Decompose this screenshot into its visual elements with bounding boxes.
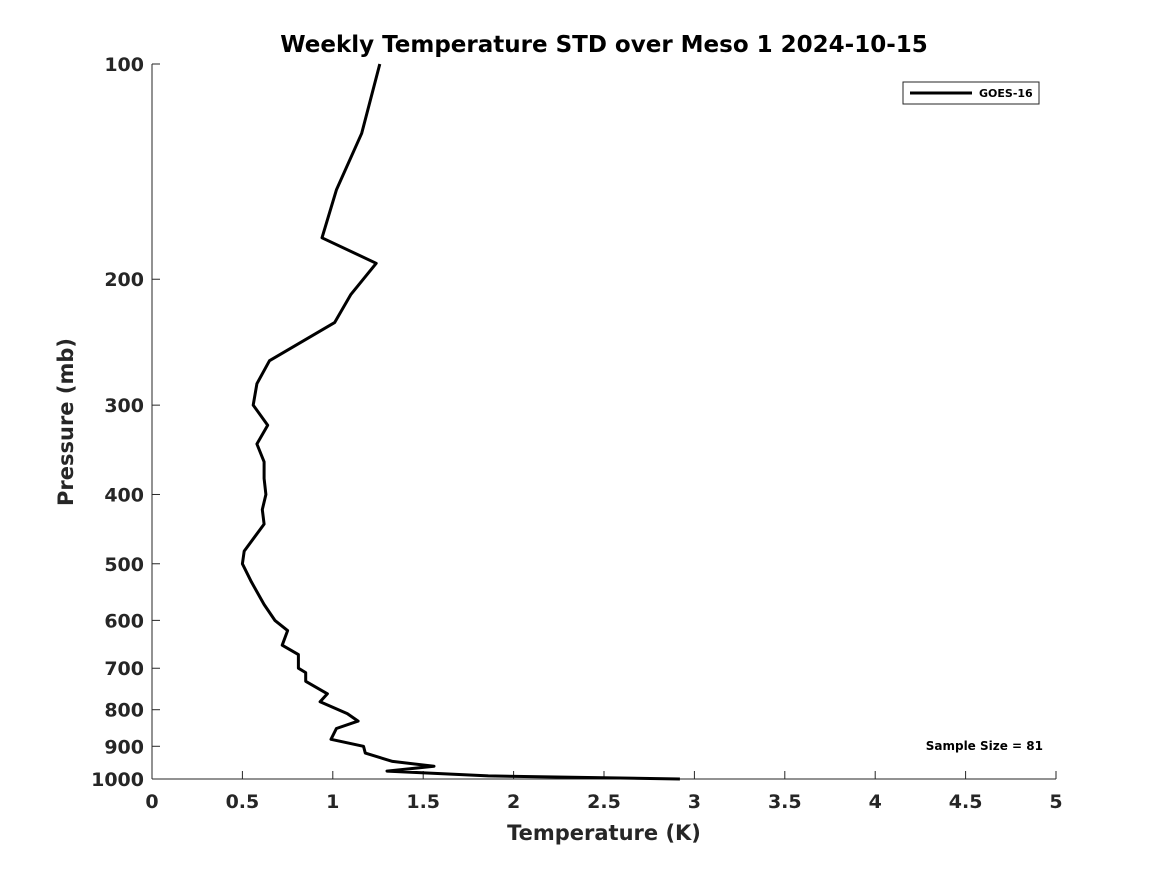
x-tick-label-0: 0 — [145, 791, 158, 813]
y-tick-label-6: 700 — [104, 658, 144, 680]
y-tick-label-3: 400 — [104, 484, 144, 506]
y-tick-label-0: 100 — [104, 54, 144, 76]
x-tick-label-1: 0.5 — [226, 791, 260, 813]
x-tick-label-5: 2.5 — [587, 791, 621, 813]
legend: GOES-16 — [902, 81, 1040, 105]
x-tick-label-3: 1.5 — [406, 791, 440, 813]
y-tick-label-8: 900 — [104, 736, 144, 758]
series-line-goes-16 — [240, 63, 680, 781]
y-axis-ticks: 100 200 300 400 500 600 700 800 900 1000 — [91, 54, 160, 791]
y-tick-label-9: 1000 — [91, 769, 144, 791]
y-tick-label-2: 300 — [104, 395, 144, 417]
x-tick-label-4: 2 — [507, 791, 520, 813]
sample-size-annotation: Sample Size = 81 — [926, 739, 1043, 753]
x-tick-label-8: 4 — [869, 791, 882, 813]
x-tick-label-2: 1 — [326, 791, 339, 813]
series-group — [240, 63, 680, 781]
x-tick-label-6: 3 — [688, 791, 701, 813]
y-tick-label-1: 200 — [104, 269, 144, 291]
x-tick-label-9: 4.5 — [949, 791, 983, 813]
x-axis-ticks: 0 0.5 1 1.5 2 2.5 3 3.5 4 4.5 5 — [145, 771, 1063, 813]
x-tick-label-10: 5 — [1049, 791, 1062, 813]
chart-title: Weekly Temperature STD over Meso 1 2024-… — [280, 32, 928, 58]
y-tick-label-5: 600 — [104, 610, 144, 632]
x-axis-label: Temperature (K) — [507, 821, 701, 845]
y-tick-label-4: 500 — [104, 554, 144, 576]
y-tick-label-7: 800 — [104, 700, 144, 722]
legend-entry-goes-16: GOES-16 — [979, 87, 1033, 100]
x-tick-label-7: 3.5 — [768, 791, 802, 813]
y-axis-label: Pressure (mb) — [54, 338, 78, 506]
